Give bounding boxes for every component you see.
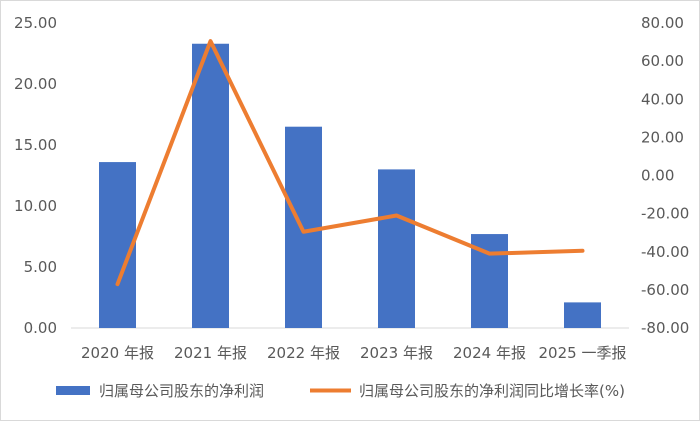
legend-label-line: 归属母公司股东的净利润同比增长率(%) xyxy=(359,382,625,400)
right-tick-label: -20.00 xyxy=(641,205,689,223)
category-label: 2024 年报 xyxy=(453,344,526,362)
left-axis-ticks: 0.00 5.00 10.00 15.00 20.00 25.00 xyxy=(14,14,57,337)
category-label: 2023 年报 xyxy=(360,344,433,362)
left-tick-label: 5.00 xyxy=(24,258,57,276)
bar xyxy=(192,43,229,329)
bar xyxy=(378,169,415,328)
right-tick-label: 0.00 xyxy=(641,167,674,185)
right-tick-label: -60.00 xyxy=(641,281,689,299)
line-series xyxy=(115,39,585,287)
legend-swatch-bar xyxy=(56,386,90,395)
line-point xyxy=(396,215,397,217)
growth-line xyxy=(115,39,585,287)
category-label: 2021 年报 xyxy=(174,344,247,362)
category-label: 2025 一季报 xyxy=(539,344,627,362)
left-tick-label: 25.00 xyxy=(14,14,57,32)
right-axis-ticks: -80.00 -60.00 -40.00 -20.00 0.00 20.00 40.00 60… xyxy=(641,14,689,337)
category-label: 2020 年报 xyxy=(81,344,154,362)
bar xyxy=(99,162,136,328)
right-tick-label: 60.00 xyxy=(641,52,684,70)
line-point xyxy=(489,253,490,255)
line-point xyxy=(582,250,583,252)
right-tick-label: -80.00 xyxy=(641,319,689,337)
legend-label-bar: 归属母公司股东的净利润 xyxy=(99,382,264,400)
category-label: 2022 年报 xyxy=(267,344,340,362)
left-tick-label: 20.00 xyxy=(14,75,57,93)
right-tick-label: 20.00 xyxy=(641,128,684,146)
bar-series xyxy=(99,43,601,329)
left-tick-label: 15.00 xyxy=(14,136,57,154)
right-tick-label: 80.00 xyxy=(641,14,684,32)
category-labels: 2020 年报 2021 年报 2022 年报 2023 年报 2024 年报 2025 … xyxy=(81,344,626,362)
line-point xyxy=(303,231,304,233)
left-tick-label: 0.00 xyxy=(24,319,57,337)
legend: 归属母公司股东的净利润 归属母公司股东的净利润同比增长率(%) xyxy=(56,382,625,400)
line-point xyxy=(210,40,211,42)
right-tick-label: -40.00 xyxy=(641,243,689,261)
bar xyxy=(564,302,601,328)
left-tick-label: 10.00 xyxy=(14,197,57,215)
right-tick-label: 40.00 xyxy=(641,90,684,108)
line-point xyxy=(117,283,118,285)
